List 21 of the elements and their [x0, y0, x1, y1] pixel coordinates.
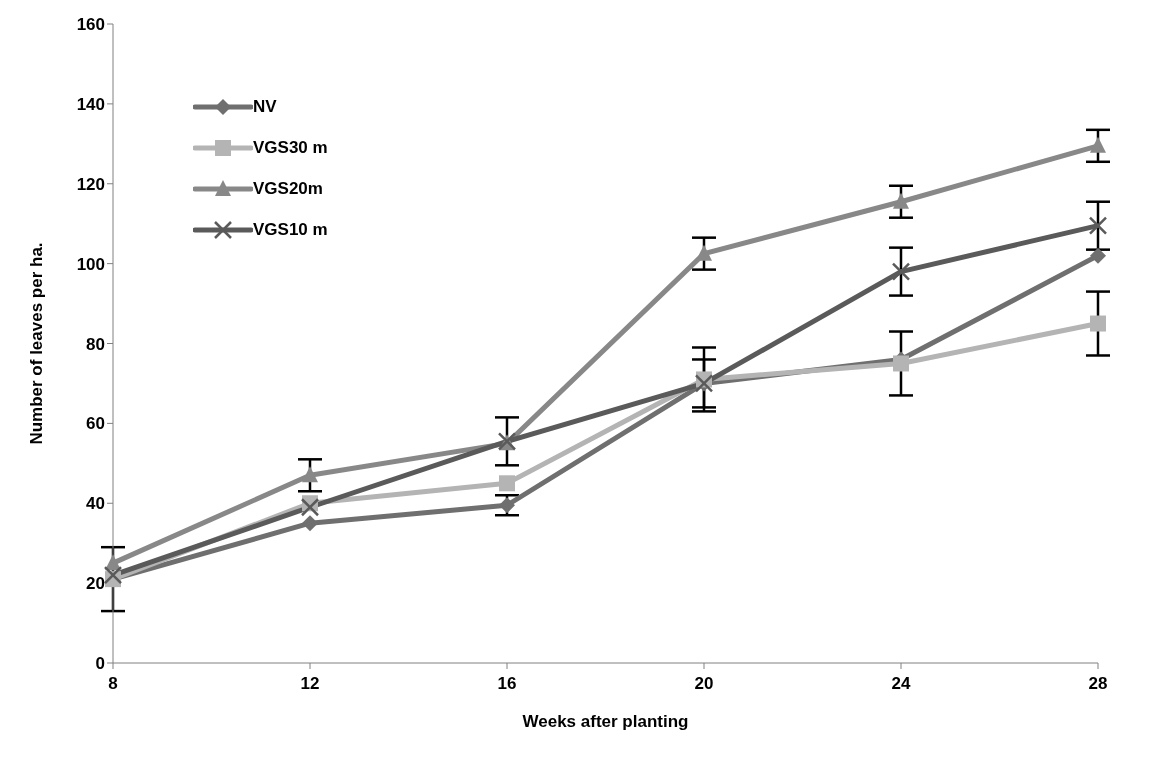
legend-label: VGS20m — [253, 178, 323, 199]
y-tick-label: 100 — [76, 254, 105, 274]
y-tick-label: 140 — [76, 94, 105, 114]
y-tick-label: 40 — [86, 494, 105, 514]
y-tick-label: 0 — [95, 654, 105, 674]
y-tick-label: 120 — [76, 174, 105, 194]
x-tick-label: 20 — [694, 674, 714, 694]
legend-label: VGS30 m — [253, 137, 328, 158]
x-tick-label: 28 — [1088, 674, 1108, 694]
legend-label: VGS10 m — [253, 219, 328, 240]
x-tick-label: 24 — [891, 674, 911, 694]
y-tick-label: 20 — [86, 574, 105, 594]
x-tick-label: 16 — [497, 674, 517, 694]
y-tick-label: 160 — [76, 15, 105, 35]
x-tick-label: 8 — [108, 674, 118, 694]
y-axis-title: Number of leaves per ha. — [27, 242, 47, 445]
x-axis-title: Weeks after planting — [522, 712, 689, 731]
y-tick-label: 80 — [86, 334, 105, 354]
legend-label: NV — [253, 96, 277, 117]
y-tick-label: 60 — [86, 414, 105, 434]
x-tick-label: 12 — [300, 674, 320, 694]
